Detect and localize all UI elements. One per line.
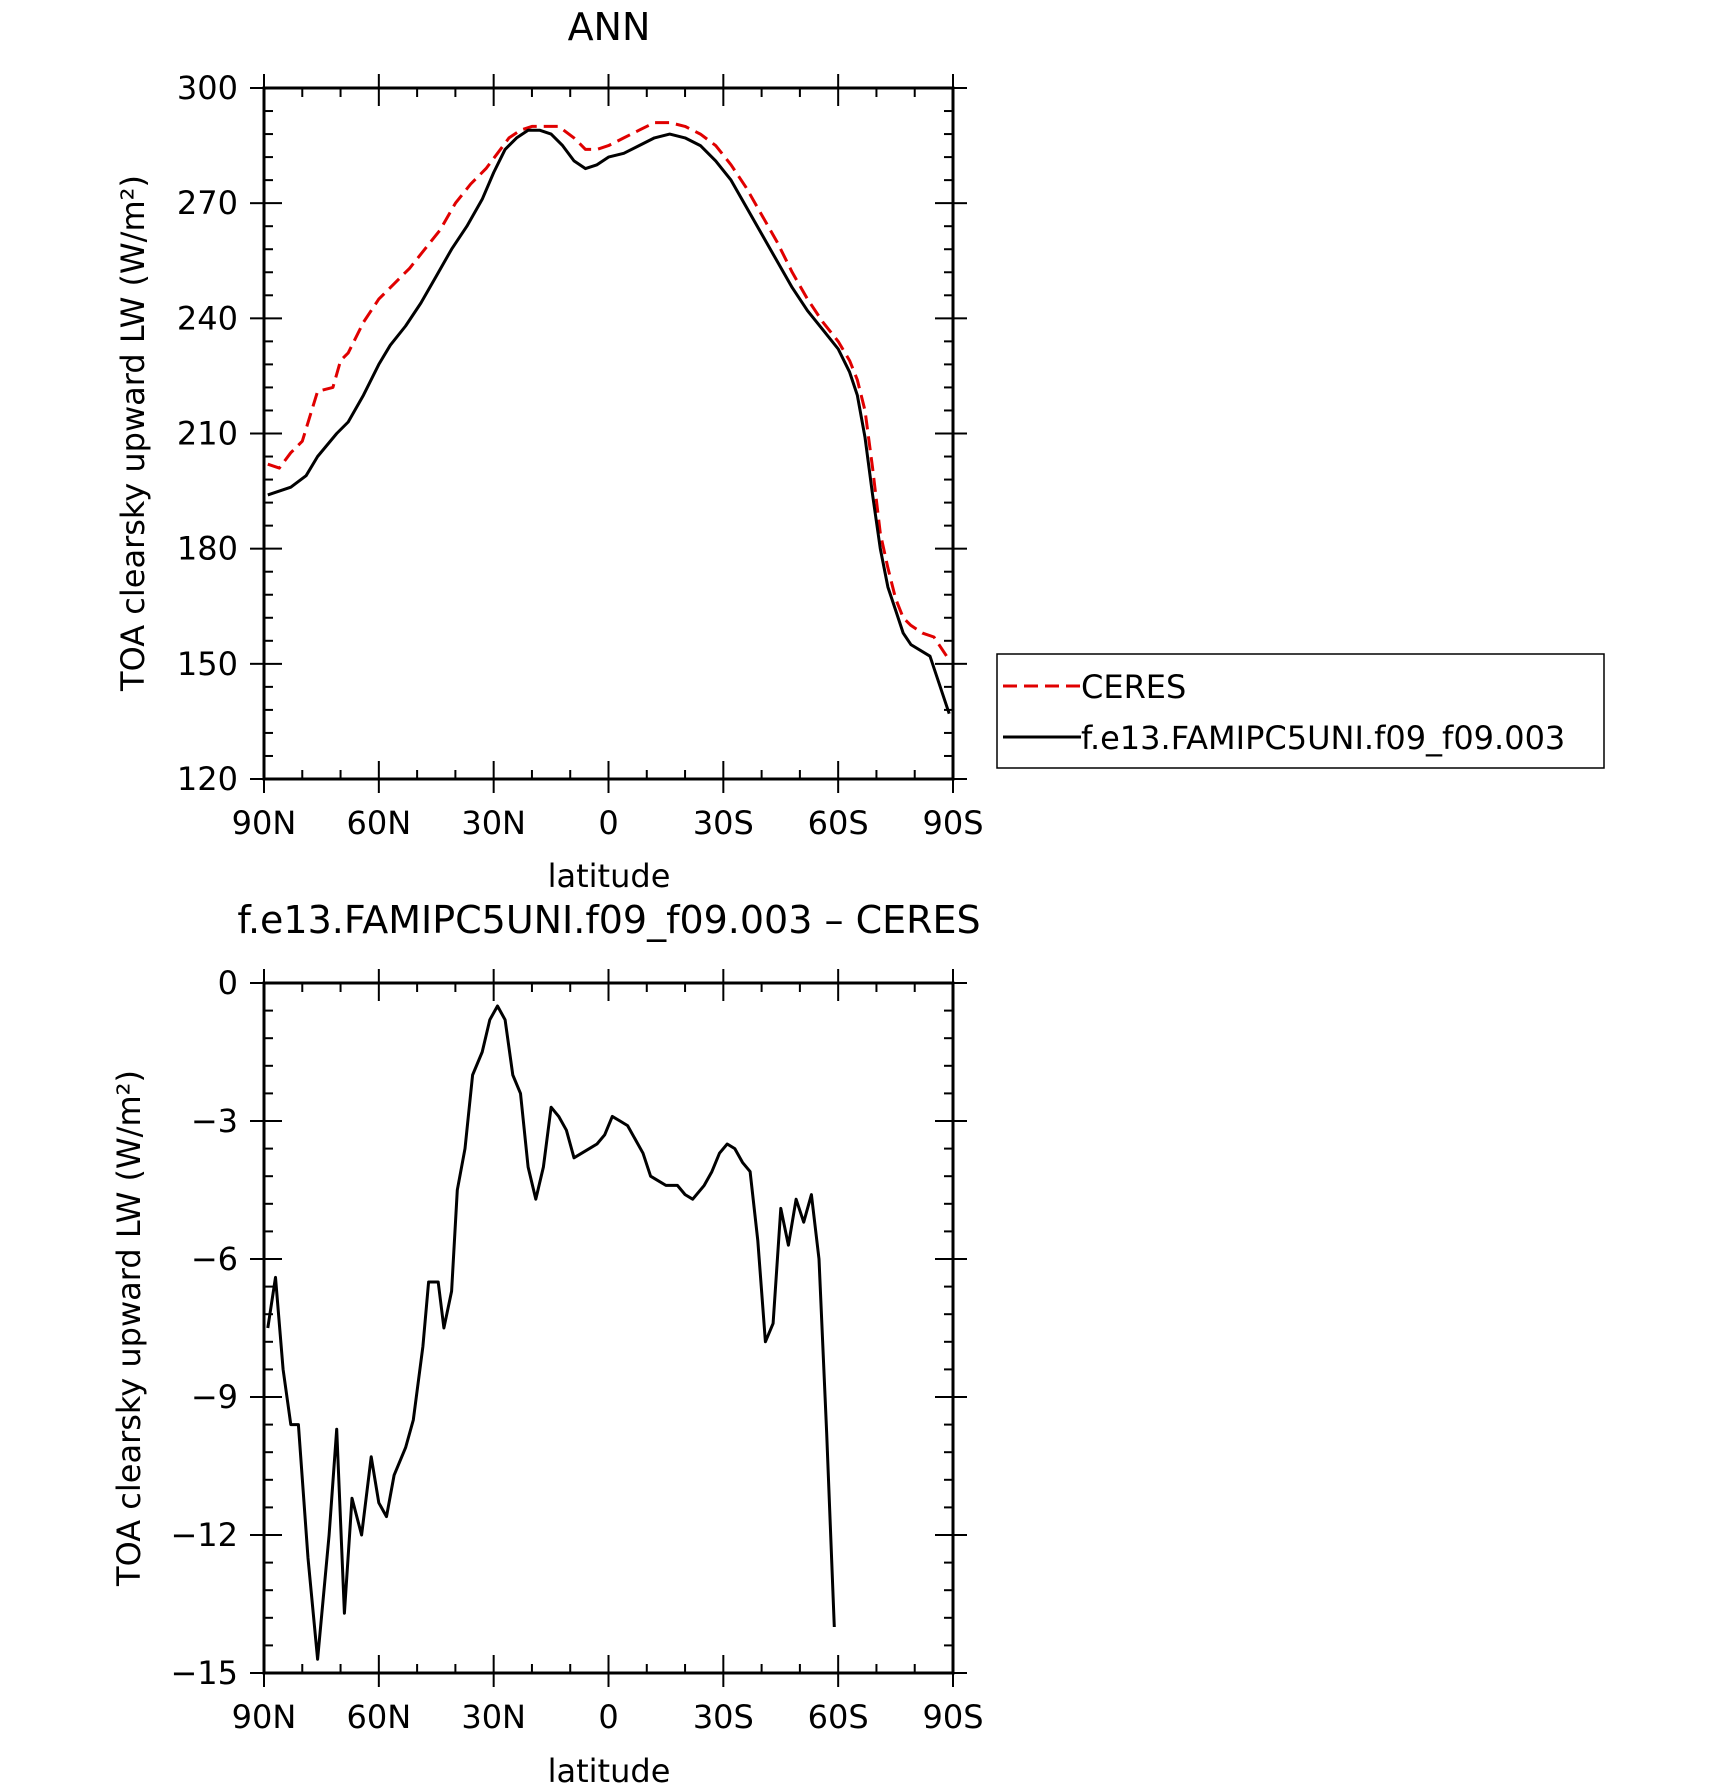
y-tick-label: 120 bbox=[177, 760, 238, 798]
bottom-panel-frame bbox=[262, 981, 955, 1675]
top-panel-title: ANN bbox=[568, 5, 651, 49]
x-tick-label: 60S bbox=[808, 1698, 869, 1736]
top-panel-ticks bbox=[250, 74, 967, 793]
top-panel-series bbox=[267, 121, 951, 715]
x-tick-label: 30S bbox=[693, 1698, 754, 1736]
bottom-panel-x-axis-label: latitude bbox=[548, 1752, 671, 1789]
x-tick-label: 0 bbox=[598, 1698, 618, 1736]
bottom-panel-series bbox=[266, 1004, 836, 1661]
series-line-ceres bbox=[267, 121, 951, 661]
legend-box bbox=[996, 653, 1605, 769]
x-tick-label: 90N bbox=[232, 804, 297, 842]
top-panel-y-tick-labels: 300 270 240 210 180 150 120 bbox=[177, 69, 238, 798]
x-tick-label: 30N bbox=[461, 804, 526, 842]
x-tick-label: 60S bbox=[808, 804, 869, 842]
y-tick-label: 180 bbox=[177, 530, 238, 568]
y-tick-label: −3 bbox=[191, 1102, 238, 1140]
y-tick-label: −12 bbox=[170, 1516, 238, 1554]
legend: CERES f.e13.FAMIPC5UNI.f09_f09.003 bbox=[996, 653, 1605, 769]
bottom-panel-ticks bbox=[250, 969, 967, 1687]
y-tick-label: 240 bbox=[177, 299, 238, 337]
x-tick-label: 60N bbox=[347, 804, 412, 842]
series-line-f-e13-famipc5uni-f09-f09-003 bbox=[267, 128, 951, 715]
x-tick-label: 0 bbox=[598, 804, 618, 842]
bottom-panel-title: f.e13.FAMIPC5UNI.f09_f09.003 – CERES bbox=[237, 898, 980, 942]
top-panel: ANN 90N 60N 30N 0 30S 60S 90S 300 270 240 210 180 1… bbox=[114, 5, 1605, 895]
y-tick-label: 150 bbox=[177, 645, 238, 683]
y-tick-label: 0 bbox=[218, 964, 238, 1002]
y-tick-label: −9 bbox=[191, 1378, 238, 1416]
x-tick-label: 30S bbox=[693, 804, 754, 842]
bottom-panel-y-tick-labels: 0 −3 −6 −9 −12 −15 bbox=[170, 964, 238, 1692]
x-tick-label: 90N bbox=[232, 1698, 297, 1736]
legend-label-model: f.e13.FAMIPC5UNI.f09_f09.003 bbox=[1081, 719, 1565, 757]
bottom-panel-y-axis-label: TOA clearsky upward LW (W/m²) bbox=[110, 1070, 148, 1587]
y-tick-label: 300 bbox=[177, 69, 238, 107]
top-panel-frame bbox=[262, 86, 955, 781]
series-line-difference bbox=[266, 1004, 836, 1661]
x-tick-label: 90S bbox=[922, 804, 983, 842]
y-tick-label: 270 bbox=[177, 184, 238, 222]
bottom-panel-x-tick-labels: 90N 60N 30N 0 30S 60S 90S bbox=[232, 1698, 984, 1736]
y-tick-label: −6 bbox=[191, 1240, 238, 1278]
x-tick-label: 30N bbox=[461, 1698, 526, 1736]
bottom-panel: f.e13.FAMIPC5UNI.f09_f09.003 – CERES 90N… bbox=[110, 898, 984, 1789]
top-panel-x-tick-labels: 90N 60N 30N 0 30S 60S 90S bbox=[232, 804, 984, 842]
y-tick-label: 210 bbox=[177, 415, 238, 453]
legend-label-ceres: CERES bbox=[1081, 668, 1186, 706]
top-panel-y-axis-label: TOA clearsky upward LW (W/m²) bbox=[114, 175, 152, 692]
x-tick-label: 60N bbox=[347, 1698, 412, 1736]
y-tick-label: −15 bbox=[170, 1654, 238, 1692]
top-panel-x-axis-label: latitude bbox=[548, 857, 671, 895]
x-tick-label: 90S bbox=[922, 1698, 983, 1736]
